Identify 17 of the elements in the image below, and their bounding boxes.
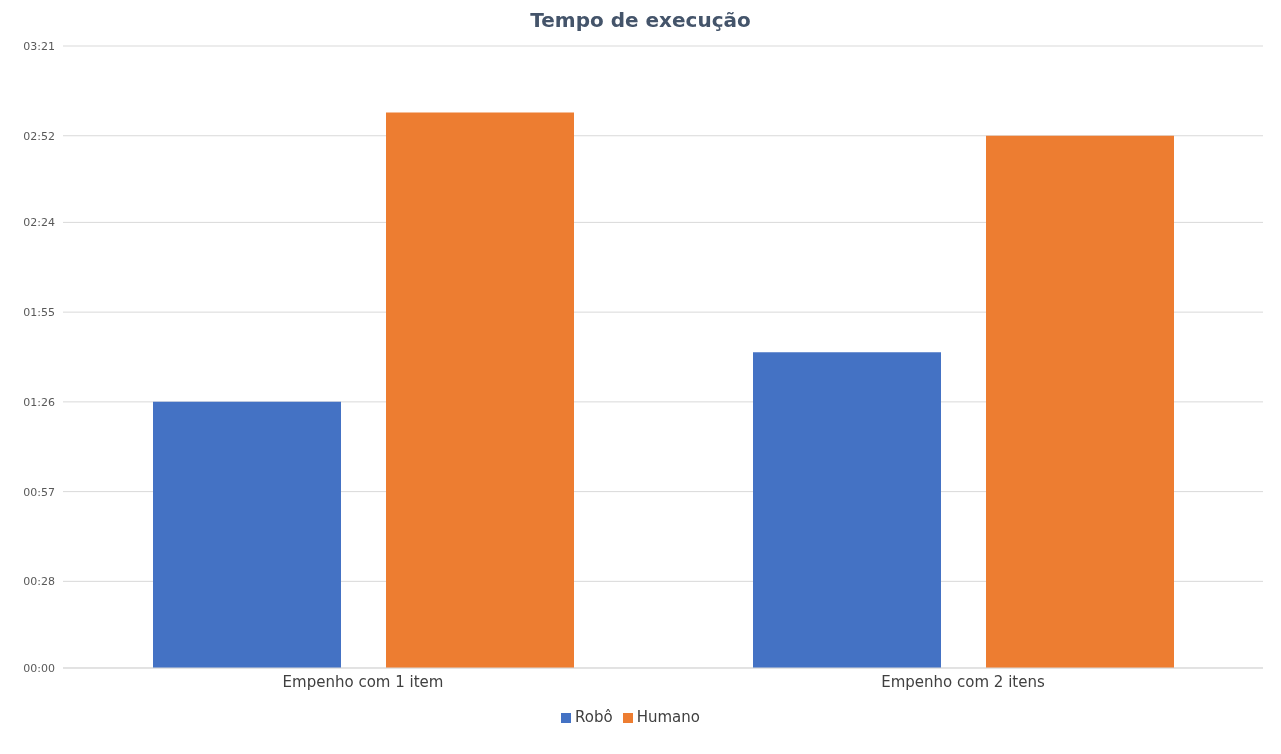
bar — [753, 352, 941, 668]
bar — [153, 401, 341, 668]
y-tick-label: 00:00 — [23, 661, 55, 675]
bar — [386, 112, 574, 668]
y-tick-label: 01:26 — [23, 395, 55, 409]
chart-title: Tempo de execução — [529, 8, 752, 32]
legend-label: Humano — [636, 708, 700, 726]
bar — [986, 135, 1174, 668]
y-tick-label: 00:57 — [23, 485, 55, 499]
legend-label: Robô — [575, 708, 613, 726]
x-tick-label: Empenho com 1 item — [282, 672, 444, 691]
y-tick-label: 01:55 — [23, 306, 55, 320]
x-tick-label: Empenho com 2 itens — [881, 672, 1045, 691]
y-tick-label: 00:28 — [23, 575, 55, 589]
y-tick-label: 03:21 — [23, 39, 55, 53]
y-tick-label: 02:24 — [23, 216, 55, 230]
y-tick-label: 02:52 — [23, 129, 55, 143]
